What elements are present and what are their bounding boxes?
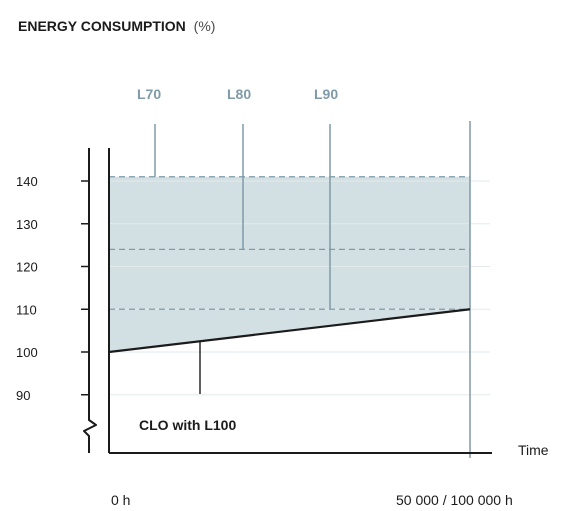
- y-tick-label-110: 110: [16, 302, 37, 317]
- y-tick-label-100: 100: [16, 345, 38, 360]
- x-axis-label: Time: [518, 442, 549, 458]
- y-tick-label-130: 130: [16, 217, 38, 232]
- y-tick-label-120: 120: [16, 260, 38, 275]
- chart-title-main: ENERGY CONSUMPTION: [18, 18, 186, 34]
- y-tick-label-140: 140: [16, 174, 38, 189]
- chart-title-unit: (%): [194, 18, 216, 34]
- marker-label-l80: L80: [227, 86, 251, 102]
- axis-break-line: [84, 148, 96, 453]
- shaded-region: [109, 177, 470, 352]
- y-tick-label-90: 90: [16, 388, 30, 403]
- chart-title: ENERGY CONSUMPTION (%): [18, 18, 215, 34]
- marker-label-l90: L90: [314, 86, 338, 102]
- x-tick-label-end: 50 000 / 100 000 h: [396, 492, 513, 508]
- series-annotation-label: CLO with L100: [139, 417, 236, 433]
- x-tick-label-start: 0 h: [111, 492, 130, 508]
- marker-label-l70: L70: [137, 86, 161, 102]
